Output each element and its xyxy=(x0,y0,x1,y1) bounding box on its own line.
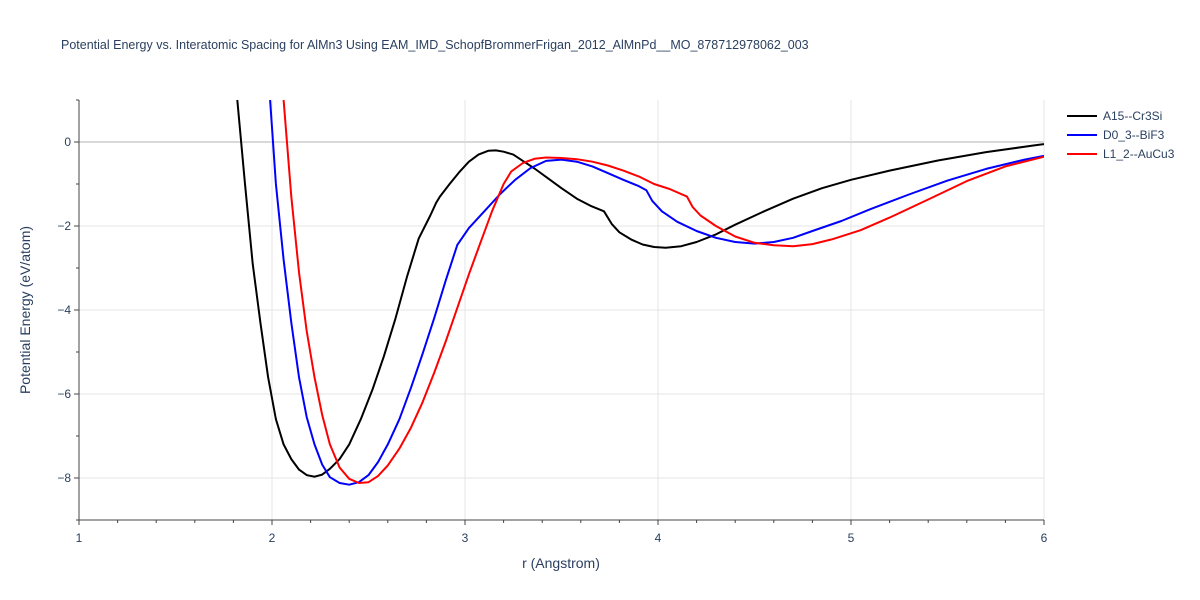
x-tick-label: 2 xyxy=(269,531,276,545)
x-tick-label: 3 xyxy=(462,531,469,545)
legend-item[interactable]: A15--Cr3Si xyxy=(1067,106,1174,125)
axes: 1 2 3 4 5 6 0 −2 −4 −6 −8 xyxy=(57,99,1048,545)
y-axis-title: Potential Energy (eV/atom) xyxy=(17,226,33,394)
legend-label: D0_3--BiF3 xyxy=(1103,127,1165,142)
y-tick-label: −4 xyxy=(57,303,71,317)
series-line-2[interactable] xyxy=(282,100,1044,484)
legend-item[interactable]: D0_3--BiF3 xyxy=(1067,125,1174,144)
legend-label: L1_2--AuCu3 xyxy=(1103,146,1175,161)
legend-swatch xyxy=(1067,114,1097,117)
legend: A15--Cr3Si D0_3--BiF3 L1_2--AuCu3 xyxy=(1067,106,1174,163)
series-layer xyxy=(236,100,1044,486)
legend-swatch xyxy=(1067,152,1097,155)
y-tick-label: −8 xyxy=(57,471,71,485)
y-tick-label: −6 xyxy=(57,387,71,401)
legend-swatch xyxy=(1067,133,1097,136)
chart-title: Potential Energy vs. Interatomic Spacing… xyxy=(61,38,809,52)
y-tick-label: −2 xyxy=(57,219,71,233)
x-tick-label: 5 xyxy=(848,531,855,545)
grid xyxy=(79,100,1045,520)
x-tick-label: 1 xyxy=(76,531,83,545)
x-tick-label: 6 xyxy=(1041,531,1048,545)
series-line-1[interactable] xyxy=(269,100,1044,486)
y-tick-label: 0 xyxy=(64,135,71,149)
x-tick-label: 4 xyxy=(655,531,662,545)
series-line-0[interactable] xyxy=(236,100,1044,478)
legend-label: A15--Cr3Si xyxy=(1103,108,1163,123)
x-axis-title: r (Angstrom) xyxy=(522,555,600,571)
legend-item[interactable]: L1_2--AuCu3 xyxy=(1067,144,1174,163)
